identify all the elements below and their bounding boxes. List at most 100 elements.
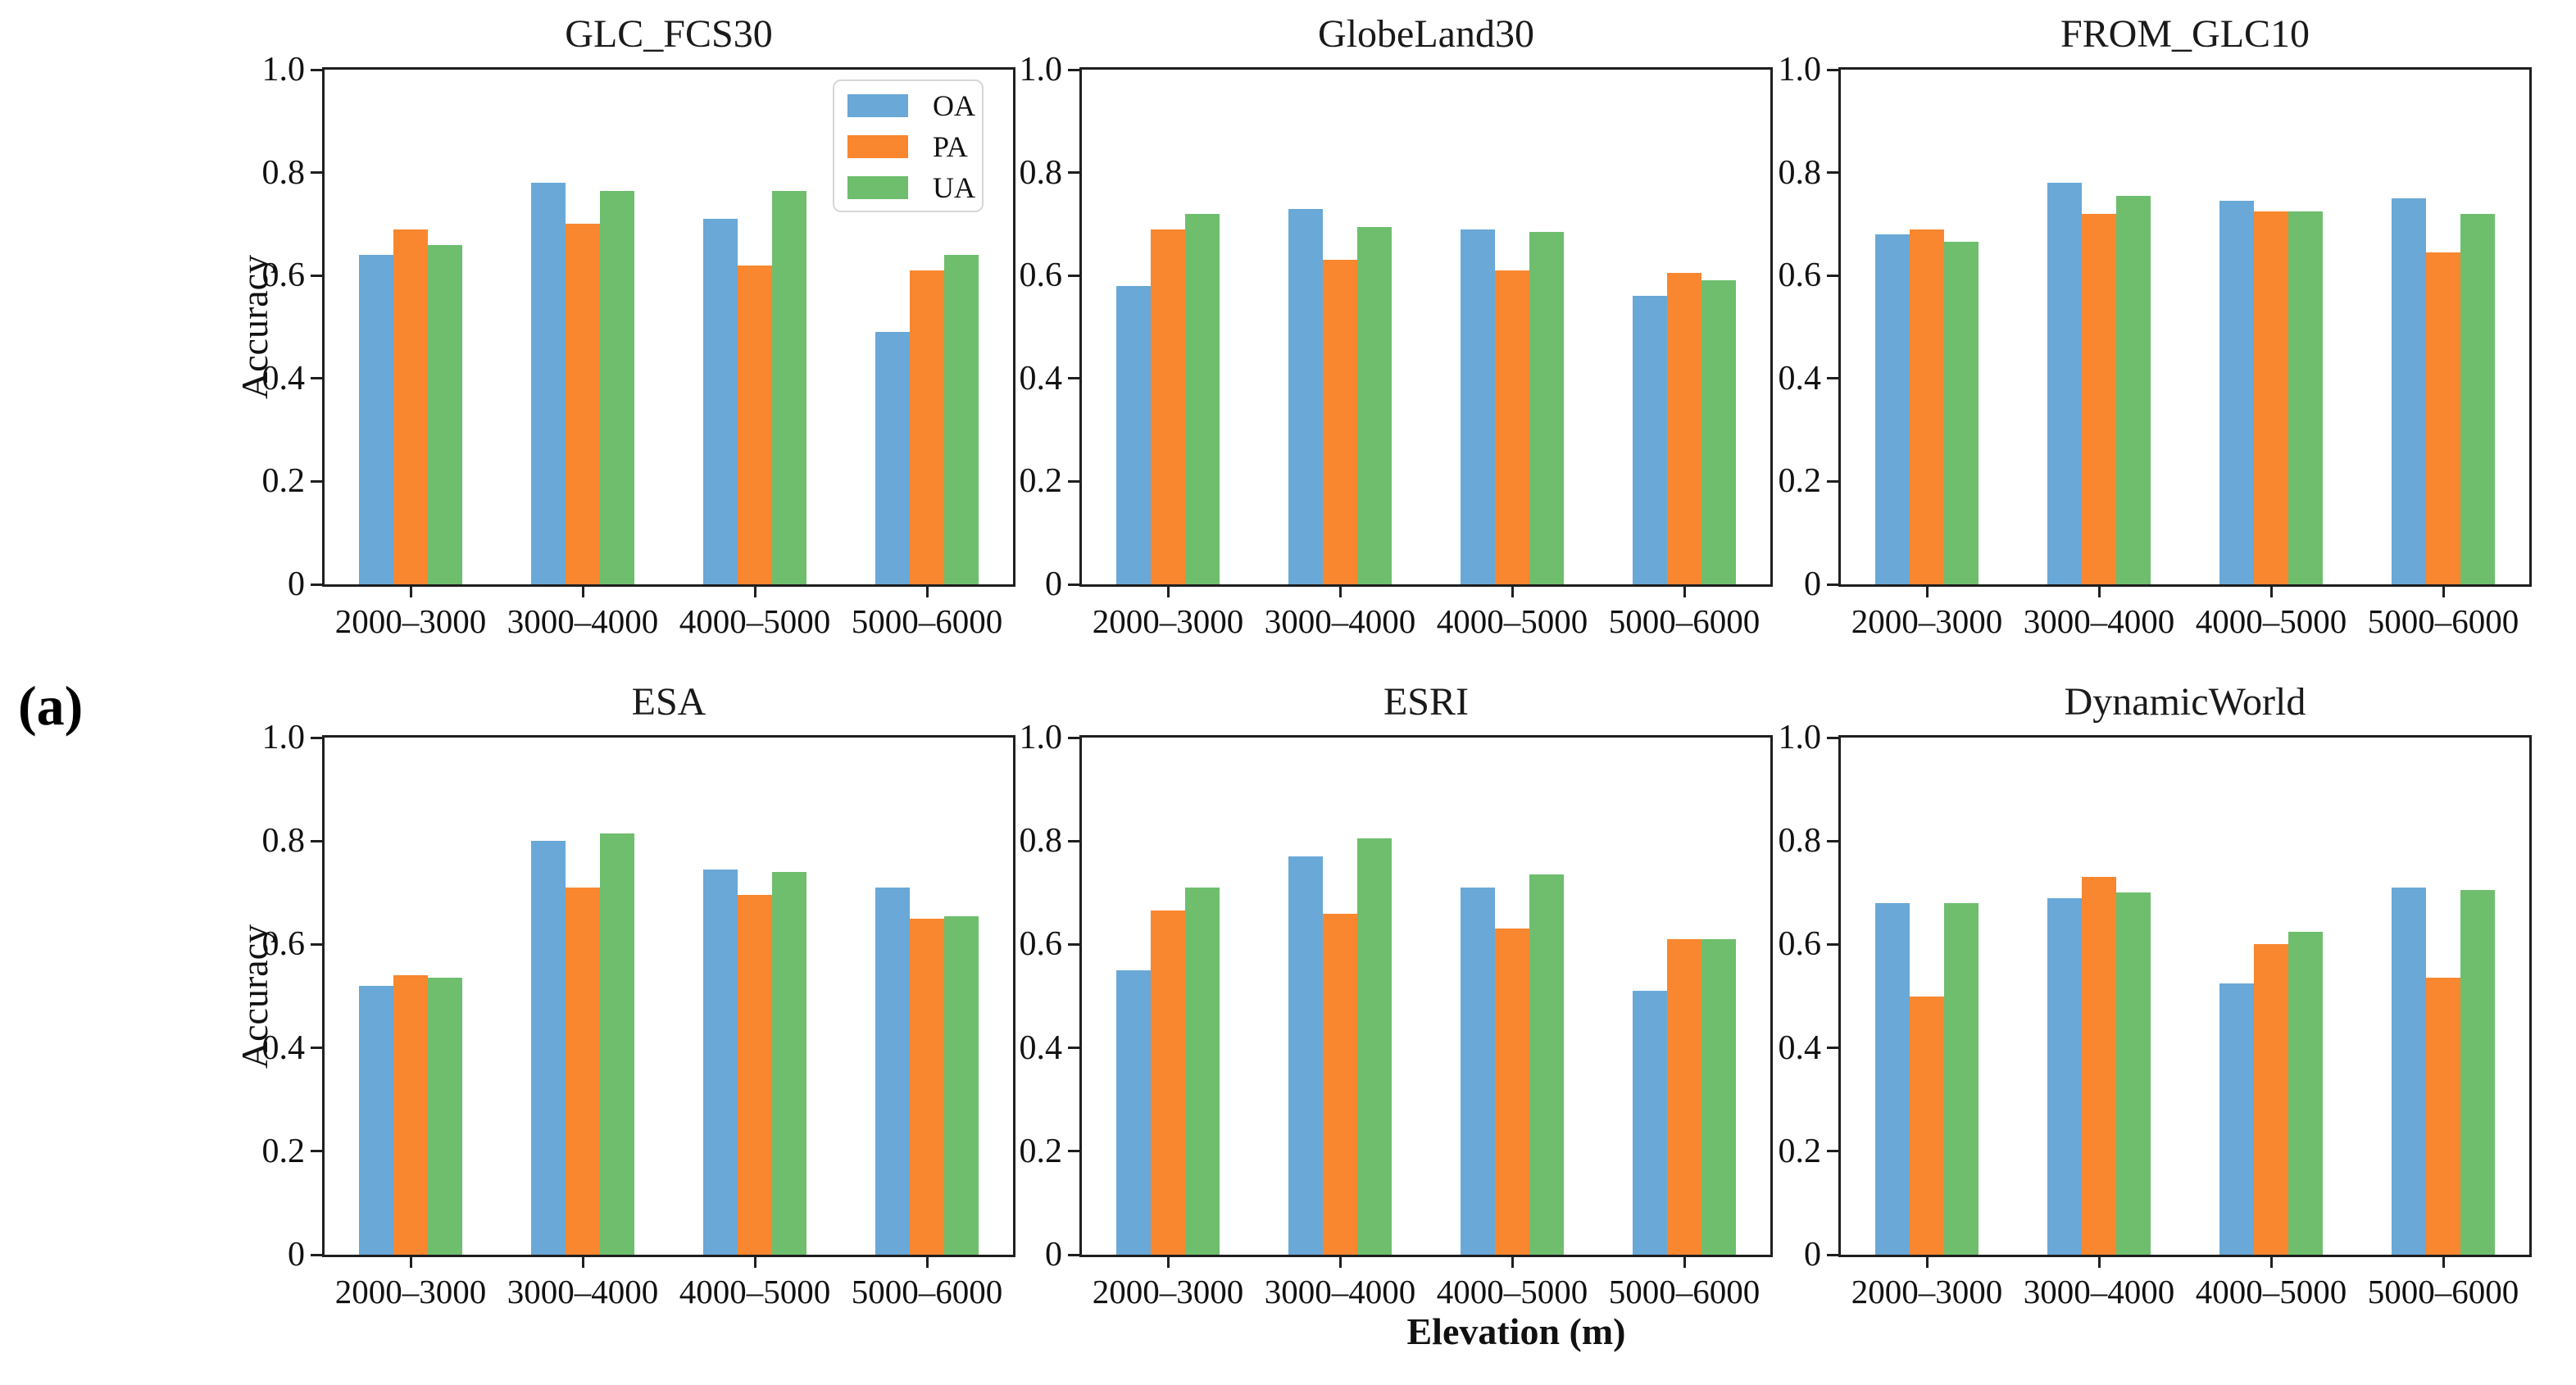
y-tick xyxy=(1068,1253,1079,1256)
bar-ua-2 xyxy=(1529,874,1564,1255)
bar-ua-0 xyxy=(428,978,462,1255)
y-tick xyxy=(1827,1253,1838,1256)
y-tick xyxy=(1068,942,1079,946)
y-tick-label: 0.4 xyxy=(1019,1029,1063,1067)
x-tick-label: 5000–6000 xyxy=(1608,602,1760,640)
x-tick-label: 3000–4000 xyxy=(2023,602,2175,640)
chart-title: FROM_GLC10 xyxy=(2060,12,2310,56)
y-tick-label: 0.4 xyxy=(1019,359,1063,397)
y-tick-label: 0.8 xyxy=(1019,822,1063,861)
bar-pa-0 xyxy=(1151,910,1185,1255)
y-tick-label: 0.6 xyxy=(1019,925,1063,964)
x-tick-label: 4000–5000 xyxy=(679,602,831,640)
x-tick-label: 4000–5000 xyxy=(679,1273,831,1310)
y-tick-label: 1.0 xyxy=(1778,51,1822,89)
y-tick-label: 0 xyxy=(288,565,305,603)
bar-ua-1 xyxy=(600,833,634,1255)
y-tick-label: 0.8 xyxy=(1019,153,1063,192)
x-tick-label: 5000–6000 xyxy=(2367,1273,2519,1310)
y-tick-label: 1.0 xyxy=(1778,719,1822,756)
y-tick xyxy=(1068,583,1079,586)
bar-pa-0 xyxy=(1151,229,1185,584)
bar-pa-0 xyxy=(393,229,428,584)
x-tick-label: 2000–3000 xyxy=(334,1273,487,1310)
y-tick-label: 0.6 xyxy=(1019,257,1063,295)
plot-area xyxy=(1838,735,2532,1257)
y-tick xyxy=(1827,1150,1838,1153)
y-tick-label: 0.6 xyxy=(261,925,306,964)
y-tick xyxy=(311,736,322,739)
bar-oa-1 xyxy=(2047,183,2082,584)
x-tick xyxy=(1683,587,1686,597)
plot-area xyxy=(322,735,1015,1257)
y-tick-label: 0.2 xyxy=(1778,462,1822,501)
x-tick-label: 3000–4000 xyxy=(1264,1273,1416,1310)
y-tick-label: 0.4 xyxy=(1778,1029,1822,1067)
y-tick xyxy=(311,171,322,175)
bar-ua-0 xyxy=(428,244,462,584)
bar-oa-3 xyxy=(875,888,910,1255)
y-tick xyxy=(1827,942,1838,946)
y-tick-label: 0.4 xyxy=(1778,359,1822,397)
y-tick-label: 1.0 xyxy=(1019,719,1063,756)
bar-ua-0 xyxy=(1185,213,1220,584)
bar-ua-2 xyxy=(772,872,806,1255)
bar-pa-1 xyxy=(2082,213,2116,584)
x-tick xyxy=(925,587,929,597)
bar-pa-3 xyxy=(2426,252,2460,584)
bar-oa-2 xyxy=(1461,229,1495,584)
x-tick xyxy=(1166,1257,1170,1268)
y-tick xyxy=(311,1047,322,1050)
x-tick xyxy=(2442,587,2445,597)
chart-title: ESA xyxy=(631,680,706,724)
x-tick xyxy=(753,587,756,597)
y-tick-label: 1.0 xyxy=(1019,51,1063,89)
bar-oa-0 xyxy=(359,985,393,1255)
x-tick-label: 5000–6000 xyxy=(2367,602,2519,640)
x-tick xyxy=(753,1257,756,1268)
y-tick-label: 1.0 xyxy=(261,719,306,756)
bar-ua-3 xyxy=(1701,939,1736,1255)
bar-ua-2 xyxy=(2288,931,2323,1255)
bar-oa-2 xyxy=(703,869,738,1255)
y-tick xyxy=(311,274,322,277)
y-tick xyxy=(311,479,322,483)
x-tick xyxy=(925,1257,929,1268)
chart-title: GlobeLand30 xyxy=(1318,12,1534,56)
bar-pa-3 xyxy=(910,270,944,584)
bar-pa-3 xyxy=(1667,273,1701,584)
y-tick xyxy=(1068,377,1079,380)
x-tick xyxy=(1338,587,1342,597)
y-tick xyxy=(1068,68,1079,71)
y-tick xyxy=(311,1150,322,1153)
x-tick-label: 3000–4000 xyxy=(2023,1273,2175,1310)
bar-ua-1 xyxy=(600,190,634,584)
bar-oa-2 xyxy=(2219,983,2254,1255)
x-tick-label: 4000–5000 xyxy=(1436,602,1588,640)
bar-pa-1 xyxy=(1323,913,1357,1255)
y-tick xyxy=(1827,1047,1838,1050)
x-tick xyxy=(2269,587,2273,597)
chart-title: DynamicWorld xyxy=(2064,680,2306,724)
y-tick xyxy=(311,377,322,380)
y-tick xyxy=(1827,839,1838,842)
y-tick xyxy=(1827,274,1838,277)
bar-ua-2 xyxy=(1529,231,1564,584)
bar-oa-3 xyxy=(875,332,910,584)
bar-oa-2 xyxy=(703,219,738,584)
bar-oa-3 xyxy=(2392,198,2426,584)
y-tick xyxy=(1068,839,1079,842)
y-tick xyxy=(311,583,322,586)
bar-pa-2 xyxy=(738,895,772,1255)
x-tick-label: 5000–6000 xyxy=(1608,1273,1760,1310)
legend-swatch-ua xyxy=(847,176,908,199)
bar-ua-2 xyxy=(772,190,806,584)
bar-ua-3 xyxy=(944,915,979,1255)
bar-ua-0 xyxy=(1944,902,1979,1255)
bar-oa-1 xyxy=(531,841,566,1255)
y-tick-label: 0.8 xyxy=(1778,153,1822,192)
bar-oa-1 xyxy=(1288,856,1323,1255)
bar-pa-3 xyxy=(2426,978,2460,1255)
legend-item-oa: OA xyxy=(847,89,975,122)
